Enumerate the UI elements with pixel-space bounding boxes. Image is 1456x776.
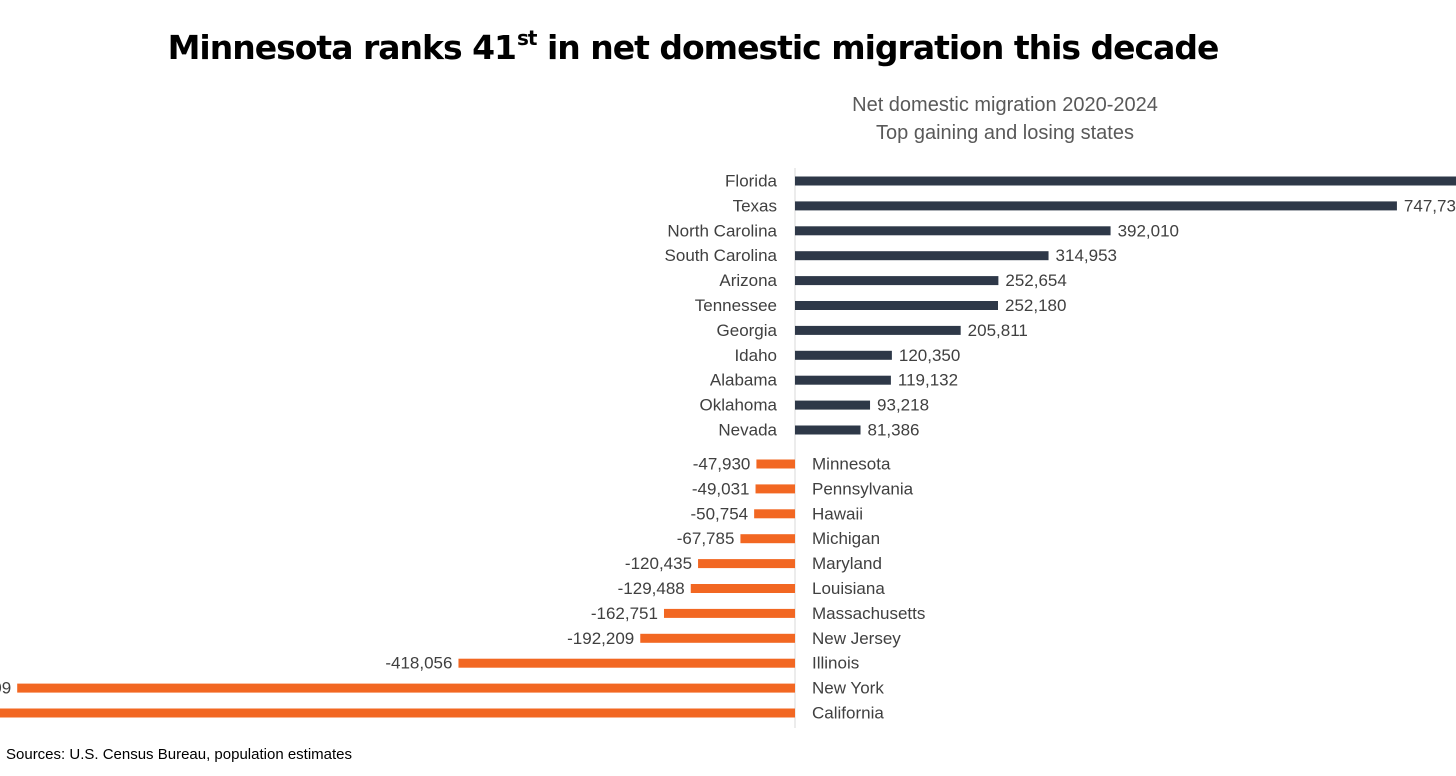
bar-north-carolina xyxy=(795,226,1111,236)
category-label-massachusetts: Massachusetts xyxy=(812,604,925,623)
data-label-idaho: 120,350 xyxy=(899,346,960,365)
data-label-minnesota: -47,930 xyxy=(693,455,751,474)
bar-illinois xyxy=(458,658,795,668)
bar-texas xyxy=(795,201,1397,211)
bar-tennessee xyxy=(795,301,999,310)
bar-florida xyxy=(795,176,1456,186)
category-label-idaho: Idaho xyxy=(734,346,777,365)
category-label-maryland: Maryland xyxy=(812,554,882,573)
data-label-tennessee: 252,180 xyxy=(1005,296,1066,315)
category-label-california: California xyxy=(812,704,884,723)
bar-oklahoma xyxy=(795,400,871,410)
bar-pennsylvania xyxy=(755,484,795,494)
data-label-south-carolina: 314,953 xyxy=(1056,246,1117,265)
bar-idaho xyxy=(795,350,892,360)
data-label-illinois: -418,056 xyxy=(385,654,452,673)
source-note: Sources: U.S. Census Bureau, population … xyxy=(6,746,353,763)
data-label-nevada: 81,386 xyxy=(868,421,920,440)
data-label-new-york: -966,209 xyxy=(0,679,11,698)
data-label-georgia: 205,811 xyxy=(968,321,1028,340)
category-label-arizona: Arizona xyxy=(719,271,777,290)
data-label-arizona: 252,654 xyxy=(1005,271,1066,290)
data-label-michigan: -67,785 xyxy=(677,529,735,548)
category-label-louisiana: Louisiana xyxy=(812,579,885,598)
headline-tail: in net domestic migration this decade xyxy=(536,28,1219,67)
data-label-new-jersey: -192,209 xyxy=(567,629,634,648)
category-label-florida: Florida xyxy=(725,172,778,191)
bar-south-carolina xyxy=(795,251,1049,261)
headline-text: Minnesota ranks 41 xyxy=(167,28,517,67)
data-label-alabama: 119,132 xyxy=(898,371,958,390)
category-label-hawaii: Hawaii xyxy=(812,504,863,523)
chart-title-block: Net domestic migration 2020-2024 Top gai… xyxy=(800,91,1210,147)
data-label-pennsylvania: -49,031 xyxy=(692,479,750,498)
category-label-oklahoma: Oklahoma xyxy=(700,396,778,415)
bar-california xyxy=(0,708,795,718)
chart-subtitle: Top gaining and losing states xyxy=(876,122,1134,144)
category-label-north-carolina: North Carolina xyxy=(667,221,777,240)
category-label-south-carolina: South Carolina xyxy=(665,246,778,265)
category-label-new-york: New York xyxy=(812,679,884,698)
data-label-massachusetts: -162,751 xyxy=(591,604,658,623)
data-label-maryland: -120,435 xyxy=(625,554,692,573)
category-label-alabama: Alabama xyxy=(710,371,778,390)
headline-ordinal-suffix: st xyxy=(517,26,537,50)
bar-arizona xyxy=(795,276,999,286)
chart-headline: Minnesota ranks 41st in net domestic mig… xyxy=(0,26,1386,67)
bar-louisiana xyxy=(690,584,795,593)
category-label-tennessee: Tennessee xyxy=(695,296,777,315)
data-label-oklahoma: 93,218 xyxy=(877,396,929,415)
category-label-new-jersey: New Jersey xyxy=(812,629,901,648)
category-label-nevada: Nevada xyxy=(718,421,777,440)
bar-new-york xyxy=(17,683,795,693)
bar-massachusetts xyxy=(663,608,795,618)
bar-maryland xyxy=(698,559,795,569)
category-label-georgia: Georgia xyxy=(717,321,778,340)
bar-georgia xyxy=(795,325,961,335)
bar-minnesota xyxy=(756,459,795,469)
data-label-hawaii: -50,754 xyxy=(690,504,748,523)
bar-hawaii xyxy=(754,509,795,519)
bar-michigan xyxy=(740,534,795,544)
bar-nevada xyxy=(795,425,861,435)
data-label-north-carolina: 392,010 xyxy=(1118,221,1179,240)
category-label-texas: Texas xyxy=(733,196,777,215)
chart-title: Net domestic migration 2020-2024 xyxy=(852,94,1158,116)
data-label-texas: 747,730 xyxy=(1404,196,1456,215)
bar-new-jersey xyxy=(640,633,795,643)
data-label-louisiana: -129,488 xyxy=(618,579,685,598)
category-label-pennsylvania: Pennsylvania xyxy=(812,479,914,498)
category-label-minnesota: Minnesota xyxy=(812,455,891,474)
category-label-michigan: Michigan xyxy=(812,529,880,548)
category-label-illinois: Illinois xyxy=(812,654,859,673)
bar-alabama xyxy=(795,375,891,385)
